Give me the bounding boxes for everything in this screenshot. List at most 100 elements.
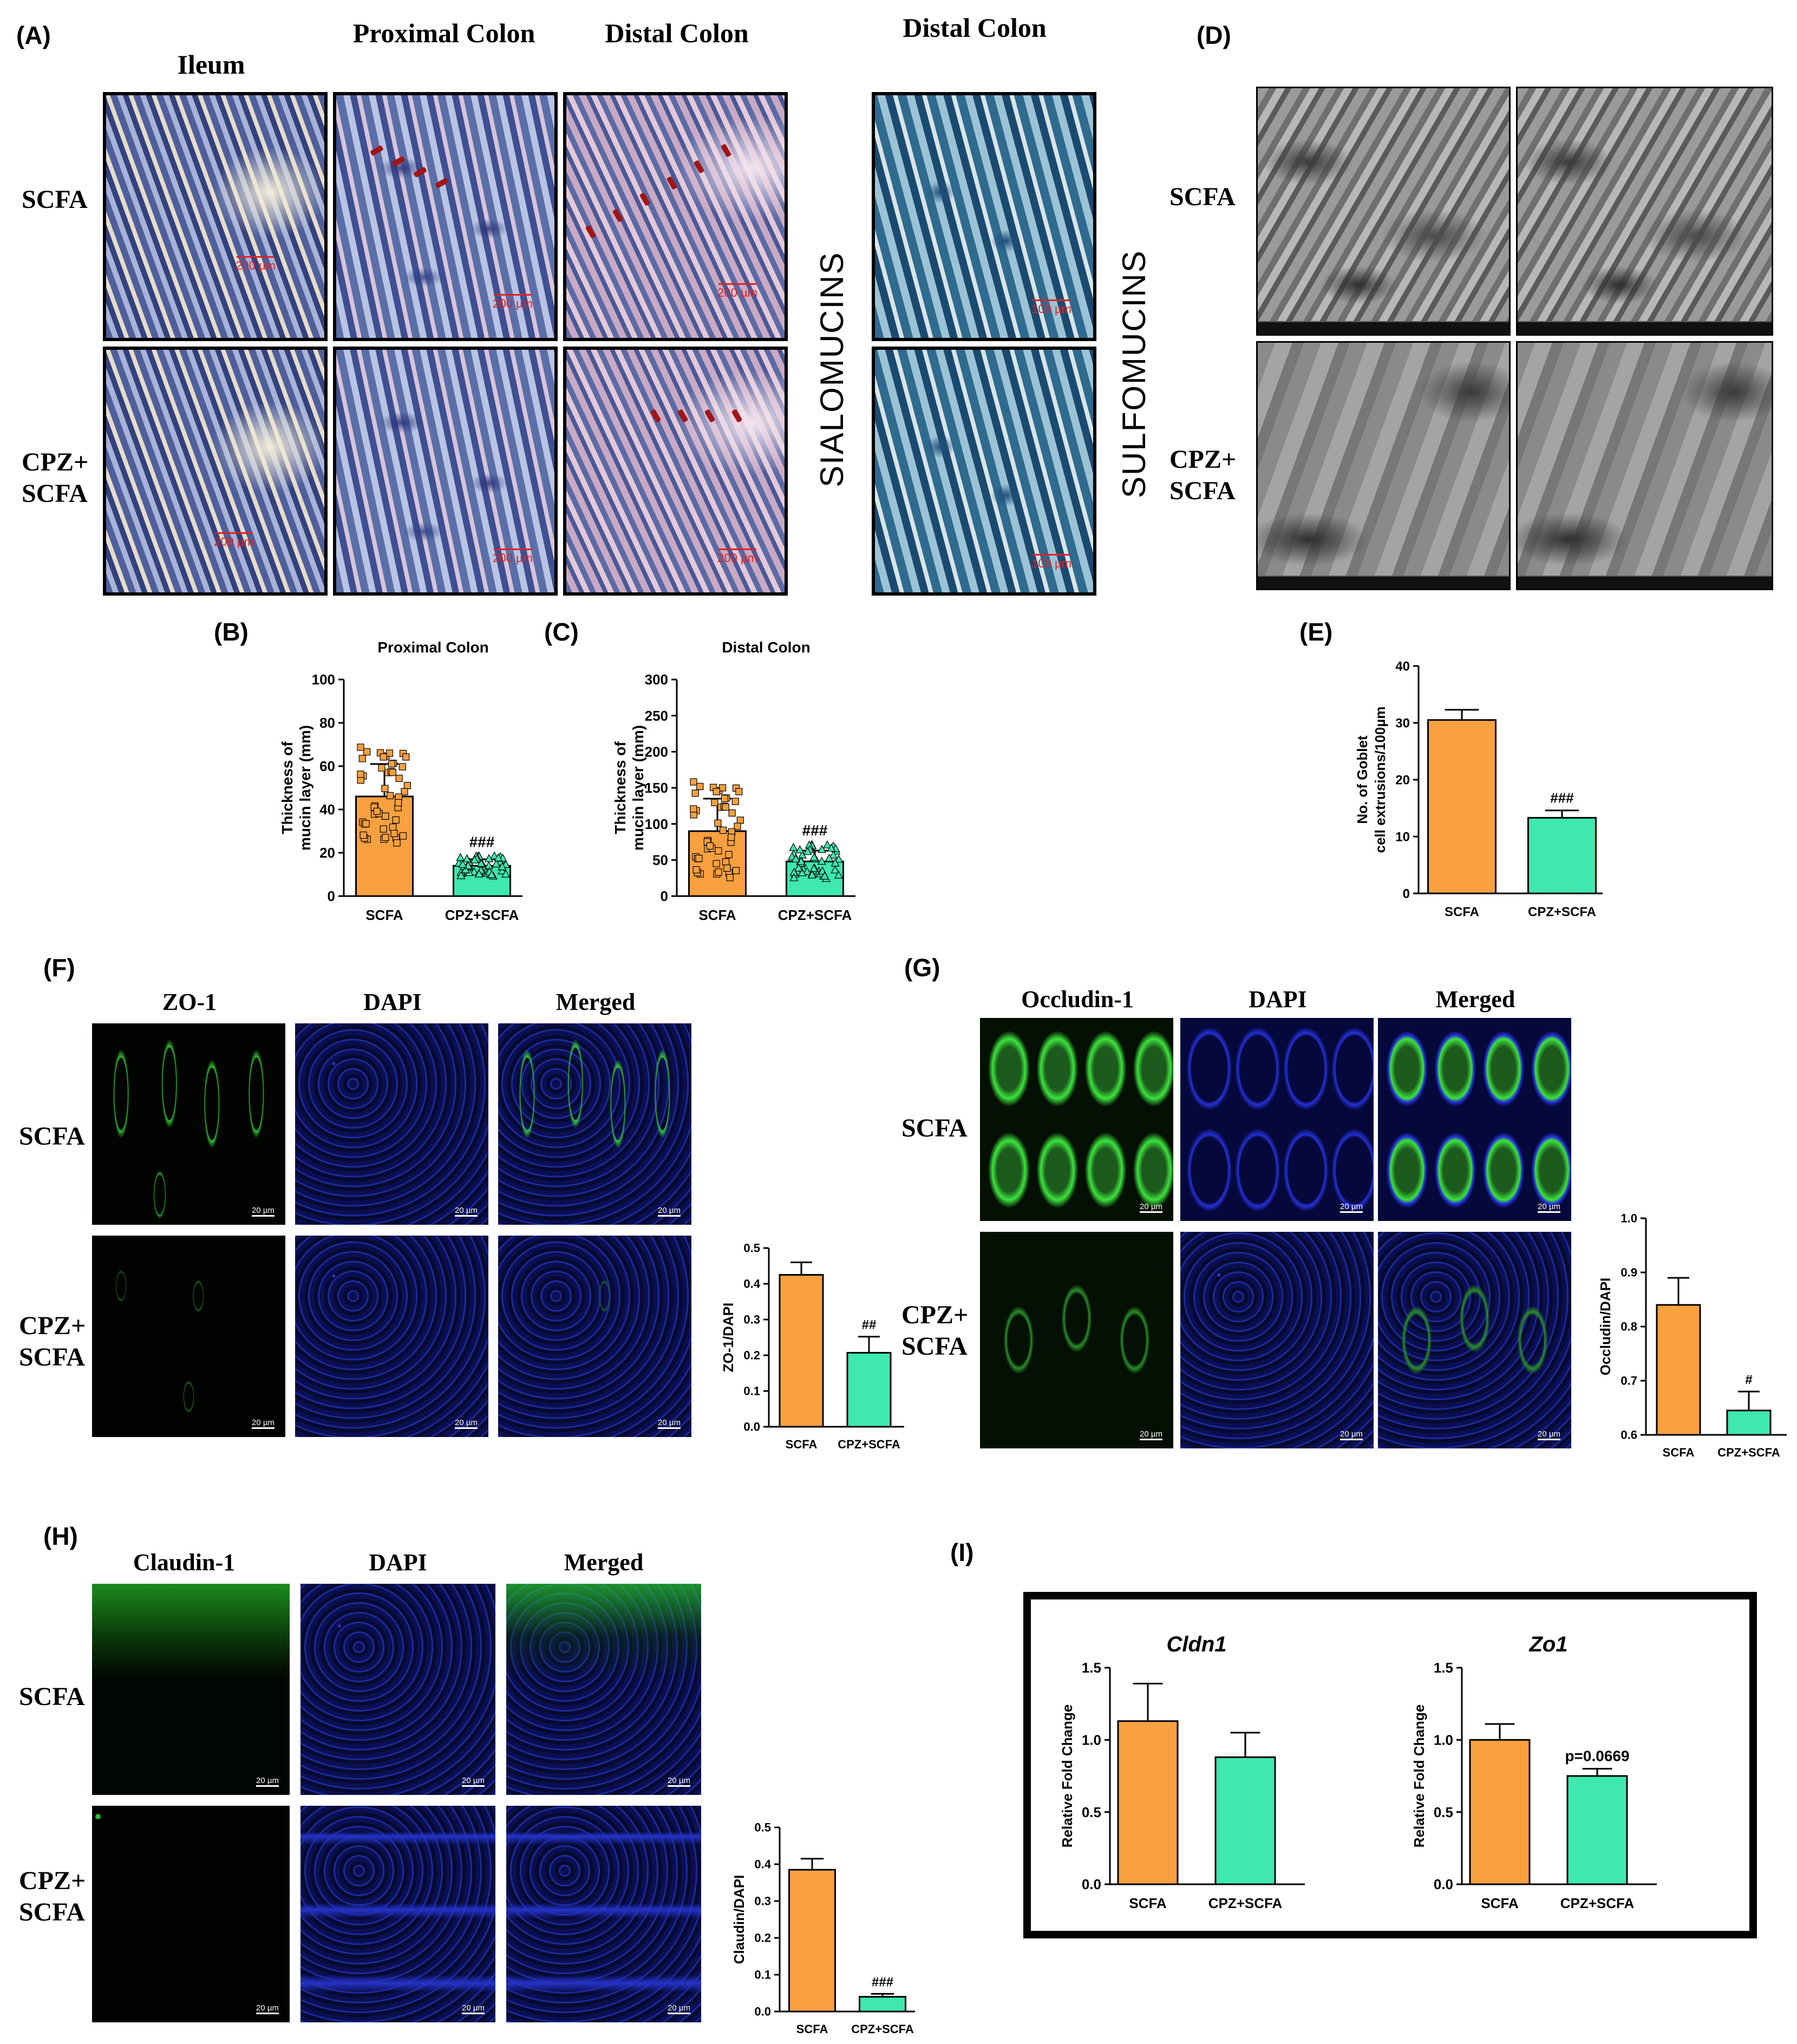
data-point: [735, 788, 743, 795]
y-axis-label: Thickness of: [279, 741, 296, 834]
y-tick-label: 60: [319, 758, 335, 774]
col-header-ileum: Ileum: [177, 49, 245, 80]
data-point: [796, 857, 806, 865]
data-point: [362, 820, 370, 828]
x-tick-label: SCFA: [1129, 1895, 1167, 1911]
data-point: [401, 788, 408, 795]
y-tick-label: 100: [645, 816, 668, 832]
data-point: [385, 749, 394, 757]
x-tick-label: SCFA: [698, 907, 736, 923]
significance-annotation: ##: [862, 1318, 877, 1333]
data-point: [711, 799, 718, 806]
data-point: [357, 776, 364, 784]
data-point: [794, 863, 803, 872]
y-tick-label: 100: [312, 671, 335, 688]
y-tick-label: 0.1: [743, 1385, 760, 1398]
y-tick-label: 1.0: [1434, 1732, 1453, 1748]
panel-i-box: [1023, 1592, 1757, 1938]
data-point: [817, 857, 826, 865]
if-claudin-scfa: 20 µm: [92, 1584, 290, 1795]
y-tick-label: 0.6: [1620, 1428, 1637, 1442]
y-tick-label: 0.7: [1620, 1374, 1637, 1388]
histology-ileum-scfa: 200 µm: [103, 92, 328, 341]
y-tick-label: 0.3: [743, 1313, 760, 1327]
data-point: [807, 870, 816, 879]
data-point: [829, 850, 838, 859]
if-dapi-f-cpz: 20 µm: [295, 1236, 488, 1437]
sem-scfa-2: [1516, 87, 1773, 336]
data-point: [470, 855, 479, 864]
panel-g-row-scfa: SCFA: [901, 1114, 968, 1142]
y-axis-label: Occludin/DAPI: [1597, 1278, 1613, 1376]
if-merged-g-cpz: 20 µm: [1378, 1232, 1571, 1448]
data-point: [402, 753, 410, 761]
bar-scfa: [1469, 1739, 1531, 1885]
data-point: [722, 803, 729, 811]
data-point: [392, 816, 400, 824]
y-tick-label: 0: [661, 888, 668, 904]
panel-f-col-zo1: ZO-1: [162, 989, 217, 1015]
data-point: [831, 865, 840, 874]
y-tick-label: 30: [1395, 716, 1410, 730]
col-header-proximal-colon: Proximal Colon: [352, 18, 535, 48]
col-header-distal-colon: Distal Colon: [605, 18, 749, 48]
data-point: [718, 784, 727, 792]
if-merged-g-scfa: 20 µm: [1378, 1018, 1571, 1221]
data-point: [727, 833, 735, 841]
x-tick-label: SCFA: [365, 907, 403, 923]
data-point: [458, 859, 467, 868]
x-tick-label: SCFA: [1481, 1895, 1519, 1911]
sem-cpz-2: [1516, 341, 1773, 590]
data-point: [380, 753, 387, 761]
bar-cpz-scfa: [1566, 1775, 1628, 1885]
data-point: [736, 817, 744, 824]
data-point: [691, 789, 699, 797]
data-point: [469, 867, 479, 876]
y-tick-label: 20: [319, 845, 335, 861]
data-point: [713, 788, 720, 795]
bar-cpz-scfa: [846, 1351, 892, 1428]
chart-c-distal-colon: Distal Colon 0 50 100 150 200 250 300 Thickness …: [612, 639, 855, 923]
y-tick-label: 0.0: [1082, 1876, 1101, 1892]
panel-f-col-merged: Merged: [556, 989, 636, 1015]
data-point: [461, 865, 470, 873]
panel-f-letter: (F): [43, 954, 75, 982]
bar-scfa: [1117, 1720, 1179, 1885]
data-point: [476, 859, 486, 867]
y-axis-label: mucin layer (mm): [630, 725, 646, 851]
data-point: [713, 860, 720, 867]
data-point: [462, 854, 472, 863]
data-point: [715, 868, 722, 876]
data-point: [827, 843, 836, 852]
data-point: [487, 870, 496, 878]
panel-h-letter: (H): [43, 1522, 78, 1550]
data-point: [834, 870, 844, 879]
y-tick-label: 0.9: [1620, 1266, 1637, 1279]
x-tick-label: SCFA: [786, 1438, 818, 1451]
panel-i-letter: (I): [950, 1538, 974, 1566]
if-dapi-h-scfa: 20 µm: [300, 1584, 495, 1795]
x-tick-label: CPZ+SCFA: [1208, 1895, 1283, 1911]
data-point: [398, 763, 406, 770]
y-axis-label: Claudin/DAPI: [731, 1875, 747, 1964]
data-point: [390, 830, 398, 837]
data-point: [732, 867, 740, 874]
panel-h-col-merged: Merged: [564, 1549, 644, 1576]
data-point: [498, 862, 507, 871]
data-point: [492, 859, 501, 867]
if-claudin-cpz: 20 µm: [92, 1806, 290, 2022]
chart-h-claudin-dapi: 0.0 0.1 0.2 0.3 0.4 0.5 Claudin/DAPI SCFA CPZ+SC…: [731, 1821, 915, 2036]
y-axis-label: Relative Fold Change: [1059, 1705, 1075, 1847]
if-zo1-scfa: 20 µm: [92, 1023, 285, 1225]
sialomucins-label: SIALOMUCINS: [814, 251, 850, 487]
bar-scfa: [355, 795, 414, 897]
panel-e-letter: (E): [1299, 618, 1333, 646]
data-point: [798, 868, 807, 877]
row-label-scfa: SCFA: [22, 185, 88, 214]
data-point: [731, 798, 739, 805]
data-point: [690, 778, 697, 786]
data-point: [690, 805, 697, 813]
panel-d-row-cpz: CPZ+ SCFA: [1169, 445, 1237, 505]
if-dapi-g-cpz: 20 µm: [1180, 1232, 1374, 1448]
data-point: [389, 824, 397, 831]
